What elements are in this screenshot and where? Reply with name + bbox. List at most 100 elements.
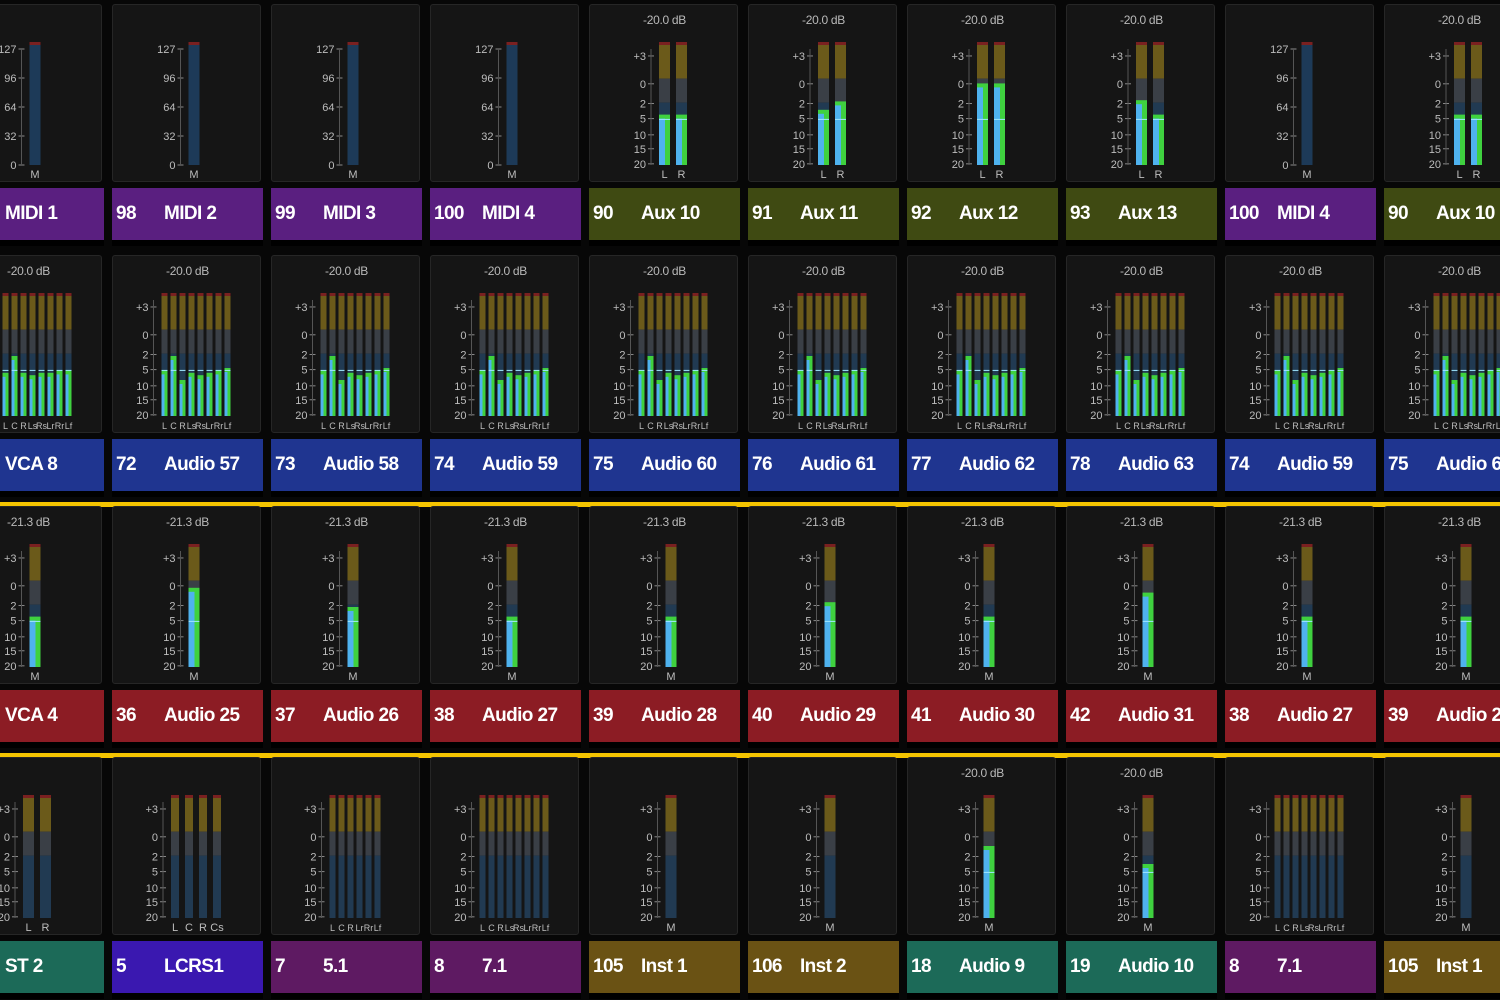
- channel-strip[interactable]: -20.0 dB +3 0 2 5 10 15 20 L C R Ls Rs Lr Rr Lf 76 Audio …: [748, 251, 899, 497]
- channel-strip[interactable]: -20.0 dB +3 0 2 5 10 15 20 L R 90 Aux 10: [589, 0, 740, 246]
- channel-strip[interactable]: +3 0 2 5 10 15 20 L C R Cs 5 LCRS1: [112, 753, 263, 999]
- channel-name-bar[interactable]: 78 Audio 63: [1066, 439, 1217, 497]
- peak-readout[interactable]: -20.0 dB: [484, 264, 527, 278]
- peak-readout[interactable]: -21.3 dB: [325, 515, 368, 529]
- channel-name-bar[interactable]: 74 Audio 59: [430, 439, 581, 497]
- channel-name-bar[interactable]: 40 Audio 29: [748, 690, 899, 748]
- channel-strip[interactable]: -20.0 dB +3 0 2 5 10 15 20 L R 92 Aux 12: [907, 0, 1058, 246]
- peak-readout[interactable]: -20.0 dB: [7, 264, 50, 278]
- channel-name-bar[interactable]: 98 MIDI 2: [112, 188, 263, 246]
- channel-strip[interactable]: -21.3 dB +3 0 2 5 10 15 20 M VCA 4: [0, 502, 104, 748]
- channel-name-bar[interactable]: 41 Audio 30: [907, 690, 1058, 748]
- channel-strip[interactable]: +3 0 2 5 10 15 20 L R ST 2: [0, 753, 104, 999]
- channel-name-bar[interactable]: VCA 4: [0, 690, 104, 748]
- channel-strip[interactable]: -20.0 dB +3 0 2 5 10 15 20 M 19 Audio 10: [1066, 753, 1217, 999]
- peak-readout[interactable]: -21.3 dB: [7, 515, 50, 529]
- peak-readout[interactable]: -20.0 dB: [1120, 766, 1163, 780]
- channel-strip[interactable]: -20.0 dB +3 0 2 5 10 15 20 M 18 Audio 9: [907, 753, 1058, 999]
- channel-name-bar[interactable]: 93 Aux 13: [1066, 188, 1217, 246]
- channel-name-bar[interactable]: 75 Audio 60: [1384, 439, 1500, 497]
- peak-readout[interactable]: -20.0 dB: [1120, 13, 1163, 27]
- channel-strip[interactable]: -20.0 dB +3 0 2 5 10 15 20 L C R Ls Rs Lr Rr Lf 78 Audio …: [1066, 251, 1217, 497]
- channel-strip[interactable]: -21.3 dB +3 0 2 5 10 15 20 M 36 Audio 25: [112, 502, 263, 748]
- channel-strip[interactable]: +3 0 2 5 10 15 20 L C R Lr Rr Lf 7 5.1: [271, 753, 422, 999]
- channel-name-bar[interactable]: 100 MIDI 4: [430, 188, 581, 246]
- channel-strip[interactable]: -21.3 dB +3 0 2 5 10 15 20 M 38 Audio 27: [1225, 502, 1376, 748]
- channel-name-bar[interactable]: ST 2: [0, 941, 104, 999]
- peak-readout[interactable]: -20.0 dB: [166, 264, 209, 278]
- channel-name-bar[interactable]: MIDI 1: [0, 188, 104, 246]
- channel-name-bar[interactable]: 72 Audio 57: [112, 439, 263, 497]
- channel-name-bar[interactable]: 105 Inst 1: [1384, 941, 1500, 999]
- channel-name-bar[interactable]: 36 Audio 25: [112, 690, 263, 748]
- peak-readout[interactable]: -20.0 dB: [1279, 264, 1322, 278]
- peak-readout[interactable]: -21.3 dB: [484, 515, 527, 529]
- channel-strip[interactable]: 127 96 64 32 0 M MIDI 1: [0, 0, 104, 246]
- channel-strip[interactable]: -20.0 dB +3 0 2 5 10 15 20 L C R Ls Rs Lr Rr Lf 73 Audio …: [271, 251, 422, 497]
- channel-name-bar[interactable]: VCA 8: [0, 439, 104, 497]
- channel-name-bar[interactable]: 90 Aux 10: [589, 188, 740, 246]
- channel-name-bar[interactable]: 38 Audio 27: [430, 690, 581, 748]
- peak-readout[interactable]: -21.3 dB: [802, 515, 845, 529]
- channel-strip[interactable]: -21.3 dB +3 0 2 5 10 15 20 M 41 Audio 30: [907, 502, 1058, 748]
- channel-strip[interactable]: -20.0 dB +3 0 2 5 10 15 20 L R 91 Aux 11: [748, 0, 899, 246]
- channel-strip[interactable]: 127 96 64 32 0 M 100 MIDI 4: [430, 0, 581, 246]
- channel-name-bar[interactable]: 8 7.1: [1225, 941, 1376, 999]
- channel-strip[interactable]: -21.3 dB +3 0 2 5 10 15 20 M 42 Audio 31: [1066, 502, 1217, 748]
- channel-name-bar[interactable]: 90 Aux 10: [1384, 188, 1500, 246]
- peak-readout[interactable]: -21.3 dB: [1438, 515, 1481, 529]
- channel-strip[interactable]: +3 0 2 5 10 15 20 M 106 Inst 2: [748, 753, 899, 999]
- channel-strip[interactable]: 127 96 64 32 0 M 99 MIDI 3: [271, 0, 422, 246]
- channel-name-bar[interactable]: 42 Audio 31: [1066, 690, 1217, 748]
- peak-readout[interactable]: -20.0 dB: [643, 13, 686, 27]
- channel-name-bar[interactable]: 39 Audio 28: [1384, 690, 1500, 748]
- channel-strip[interactable]: 127 96 64 32 0 M 98 MIDI 2: [112, 0, 263, 246]
- channel-name-bar[interactable]: 73 Audio 58: [271, 439, 422, 497]
- channel-name-bar[interactable]: 39 Audio 28: [589, 690, 740, 748]
- channel-name-bar[interactable]: 76 Audio 61: [748, 439, 899, 497]
- peak-readout[interactable]: -20.0 dB: [802, 13, 845, 27]
- channel-name-bar[interactable]: 91 Aux 11: [748, 188, 899, 246]
- channel-name-bar[interactable]: 5 LCRS1: [112, 941, 263, 999]
- peak-readout[interactable]: -21.3 dB: [166, 515, 209, 529]
- peak-readout[interactable]: -21.3 dB: [1120, 515, 1163, 529]
- channel-strip[interactable]: -20.0 dB +3 0 2 5 10 15 20 L C R Ls Rs Lr Rr Lf 77 Audio …: [907, 251, 1058, 497]
- peak-readout[interactable]: -21.3 dB: [643, 515, 686, 529]
- peak-readout[interactable]: -20.0 dB: [1438, 13, 1481, 27]
- channel-strip[interactable]: 127 96 64 32 0 M 100 MIDI 4: [1225, 0, 1376, 246]
- channel-name-bar[interactable]: 99 MIDI 3: [271, 188, 422, 246]
- channel-name-bar[interactable]: 75 Audio 60: [589, 439, 740, 497]
- channel-strip[interactable]: -20.0 dB +3 0 2 5 10 15 20 L C R Ls Rs Lr Rr Lf 74 Audio …: [1225, 251, 1376, 497]
- peak-readout[interactable]: -20.0 dB: [1120, 264, 1163, 278]
- channel-name-bar[interactable]: 8 7.1: [430, 941, 581, 999]
- peak-readout[interactable]: -20.0 dB: [961, 264, 1004, 278]
- channel-strip[interactable]: -20.0 dB +3 0 2 5 10 15 20 L R 90 Aux 10: [1384, 0, 1500, 246]
- channel-name-bar[interactable]: 37 Audio 26: [271, 690, 422, 748]
- peak-readout[interactable]: -21.3 dB: [1279, 515, 1322, 529]
- channel-strip[interactable]: -21.3 dB +3 0 2 5 10 15 20 M 37 Audio 26: [271, 502, 422, 748]
- channel-strip[interactable]: -21.3 dB +3 0 2 5 10 15 20 M 39 Audio 28: [1384, 502, 1500, 748]
- channel-strip[interactable]: -20.0 dB +3 0 2 5 10 15 20 L C R Ls Rs Lr Rr Lf 72 Audio …: [112, 251, 263, 497]
- channel-strip[interactable]: -21.3 dB +3 0 2 5 10 15 20 M 38 Audio 27: [430, 502, 581, 748]
- channel-name-bar[interactable]: 92 Aux 12: [907, 188, 1058, 246]
- channel-name-bar[interactable]: 106 Inst 2: [748, 941, 899, 999]
- peak-readout[interactable]: -20.0 dB: [325, 264, 368, 278]
- channel-strip[interactable]: -20.0 dB +3 0 2 5 10 15 20 L R 93 Aux 13: [1066, 0, 1217, 246]
- channel-name-bar[interactable]: 19 Audio 10: [1066, 941, 1217, 999]
- channel-name-bar[interactable]: 7 5.1: [271, 941, 422, 999]
- peak-readout[interactable]: -20.0 dB: [643, 264, 686, 278]
- channel-name-bar[interactable]: 74 Audio 59: [1225, 439, 1376, 497]
- peak-readout[interactable]: -20.0 dB: [961, 766, 1004, 780]
- channel-strip[interactable]: -20.0 dB +3 0 2 5 10 15 20 L C R Ls Rs Lr Rr Lf 74 Audio …: [430, 251, 581, 497]
- channel-strip[interactable]: -21.3 dB +3 0 2 5 10 15 20 M 39 Audio 28: [589, 502, 740, 748]
- channel-strip[interactable]: +3 0 2 5 10 15 20 L C R Ls Rs Lr Rr Lf 8 7.1: [1225, 753, 1376, 999]
- channel-name-bar[interactable]: 38 Audio 27: [1225, 690, 1376, 748]
- channel-name-bar[interactable]: 77 Audio 62: [907, 439, 1058, 497]
- channel-strip[interactable]: +3 0 2 5 10 15 20 M 105 Inst 1: [589, 753, 740, 999]
- channel-strip[interactable]: -21.3 dB +3 0 2 5 10 15 20 M 40 Audio 29: [748, 502, 899, 748]
- channel-name-bar[interactable]: 100 MIDI 4: [1225, 188, 1376, 246]
- peak-readout[interactable]: -20.0 dB: [802, 264, 845, 278]
- channel-strip[interactable]: +3 0 2 5 10 15 20 M 105 Inst 1: [1384, 753, 1500, 999]
